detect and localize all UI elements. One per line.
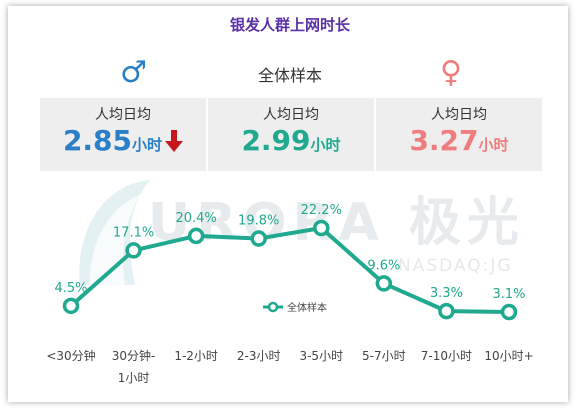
x-tick-label: 30分钟-1小时 [112, 348, 156, 385]
legend: 全体样本 [263, 301, 327, 314]
total-stat-unit: 小时 [310, 136, 341, 154]
data-label: 22.2% [301, 203, 342, 218]
legend-marker [267, 301, 279, 313]
female-stat-label: 人均日均 [431, 107, 487, 123]
x-tick-label: 7-10小时 [421, 349, 472, 363]
female-stat-box: 人均日均 3.27小时 [376, 98, 542, 171]
male-stat-value: 2.85 [62, 124, 133, 157]
data-label: 20.4% [175, 211, 216, 226]
data-label: 17.1% [113, 225, 154, 240]
x-tick-label: 10小时+ [484, 349, 533, 363]
female-stat-value: 3.27 [409, 124, 479, 157]
data-label: 3.1% [492, 287, 525, 302]
data-label: 3.3% [430, 286, 463, 301]
data-label: 4.5% [54, 281, 87, 296]
data-point [375, 275, 393, 292]
male-stat-label: 人均日均 [95, 107, 151, 123]
male-symbol-icon: ♂ [120, 55, 147, 90]
total-sample-label: 全体样本 [257, 66, 322, 85]
female-symbol-icon: ♀ [440, 55, 462, 90]
chart-title: 银发人群上网时长 [229, 16, 350, 34]
data-point [62, 297, 80, 315]
data-point [438, 302, 455, 320]
data-point [313, 219, 330, 237]
total-stat-label: 人均日均 [263, 107, 319, 123]
legend-label: 全体样本 [287, 301, 327, 314]
x-tick-label: 3-5小时 [299, 349, 343, 363]
male-stat-unit: 小时 [132, 136, 163, 154]
female-stat-unit: 小时 [478, 136, 509, 154]
data-point [187, 227, 205, 245]
watermark-text: URORA 极光 [148, 193, 525, 253]
x-tick-label: 1-2小时 [174, 349, 218, 363]
data-point [250, 230, 267, 247]
data-label: 19.8% [238, 214, 279, 229]
total-stat-box: 人均日均 2.99小时 [208, 98, 374, 171]
x-tick-label: 5-7小时 [362, 349, 406, 363]
male-stat-box: 人均日均 2.85小时 [40, 98, 206, 171]
chart-card [8, 6, 568, 402]
watermark-logo-icon [70, 175, 160, 299]
watermark-subtext: NASDAQ:JG [398, 256, 513, 276]
data-point [500, 303, 518, 321]
down-arrow-icon [165, 130, 184, 156]
series-line [69, 226, 510, 314]
x-tick-label: <30分钟 [46, 348, 95, 363]
total-stat-value: 2.99 [241, 124, 311, 157]
data-point [125, 242, 142, 259]
data-label: 9.6% [367, 258, 400, 273]
x-tick-label: 2-3小时 [237, 349, 281, 363]
